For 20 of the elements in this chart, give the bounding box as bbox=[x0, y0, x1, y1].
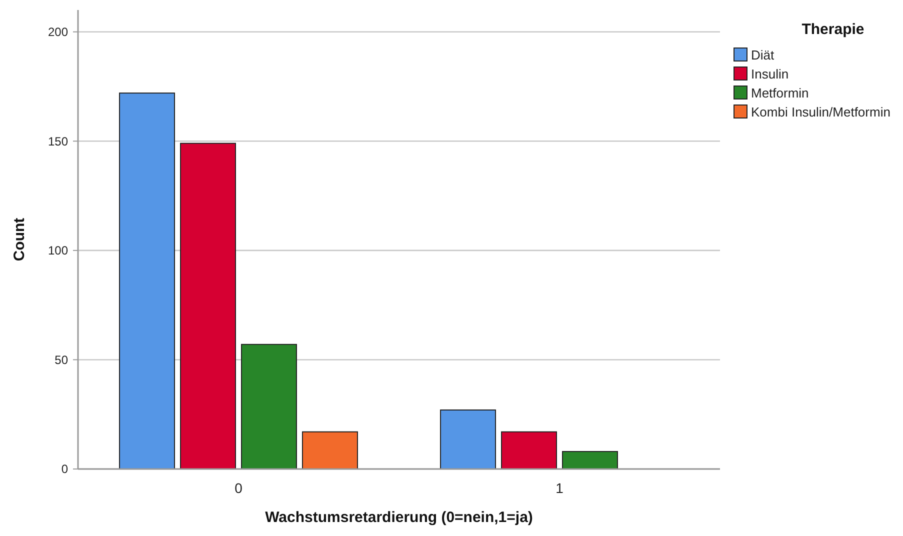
bar bbox=[440, 409, 496, 470]
y-tick-label: 0 bbox=[61, 462, 68, 476]
legend-title: Therapie bbox=[802, 21, 864, 38]
y-tick-label: 200 bbox=[48, 25, 68, 40]
y-axis-title: Count bbox=[11, 218, 28, 262]
legend-label: Insulin bbox=[751, 66, 789, 82]
legend-label: Diät bbox=[751, 48, 775, 63]
y-tick-label: 50 bbox=[54, 352, 68, 367]
bar bbox=[302, 431, 358, 470]
y-tick-label: 150 bbox=[48, 134, 68, 148]
x-axis-title: Wachstumsretardierung (0=nein,1=ja) bbox=[265, 509, 533, 526]
bar bbox=[119, 92, 176, 470]
legend-label: Metformin bbox=[751, 86, 809, 101]
bar bbox=[241, 344, 297, 470]
y-tick-label: 100 bbox=[48, 244, 68, 258]
bar bbox=[501, 431, 557, 470]
bar bbox=[562, 451, 618, 470]
bar bbox=[180, 142, 236, 470]
x-tick-label: 1 bbox=[556, 480, 564, 496]
legend-label: Kombi Insulin/Metformin bbox=[751, 104, 890, 120]
